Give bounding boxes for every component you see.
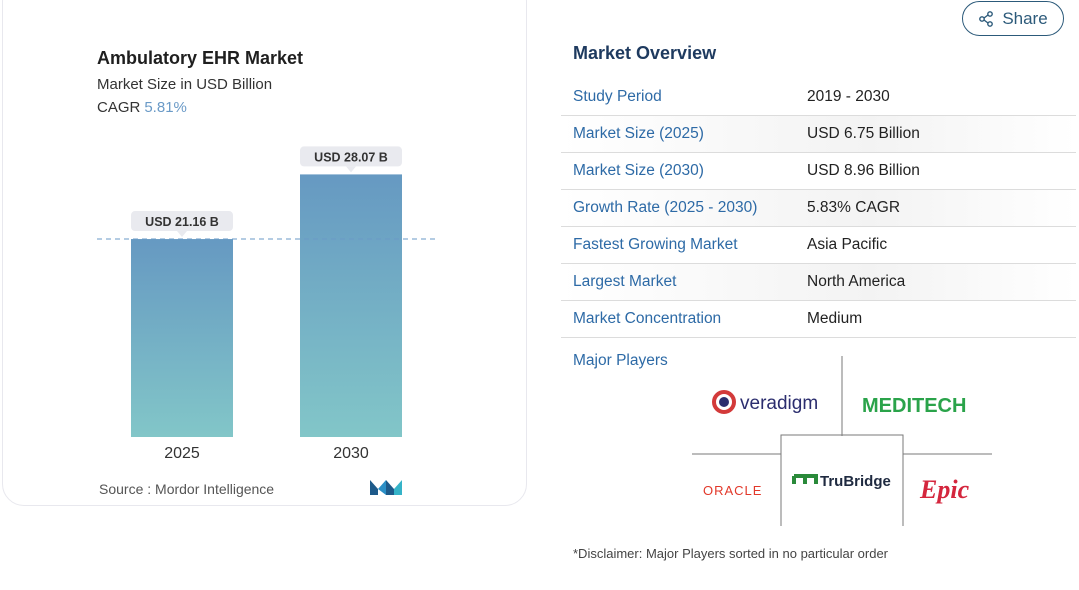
major-players-grid: veradigm MEDITECH TruBridge ORACLE Epic — [692, 356, 992, 526]
veradigm-wordmark: veradigm — [740, 393, 818, 414]
overview-label: Market Size (2030) — [573, 162, 704, 179]
data-label: USD 28.07 B — [314, 150, 388, 164]
chart-cagr: CAGR 5.81% — [97, 99, 187, 116]
share-label: Share — [1002, 8, 1048, 28]
trubridge-icon — [792, 474, 818, 484]
overview-label: Largest Market — [573, 273, 677, 290]
overview-row: Market Size (2025) USD 6.75 Billion — [561, 116, 1076, 153]
veradigm-logo: veradigm — [712, 390, 818, 414]
trubridge-logo: TruBridge — [792, 473, 891, 490]
overview-value: USD 8.96 Billion — [807, 162, 920, 179]
meditech-logo: MEDITECH — [862, 395, 966, 417]
overview-value: 5.83% CAGR — [807, 199, 901, 216]
data-label-bg — [131, 211, 233, 232]
overview-row: Market Concentration Medium — [561, 301, 1076, 338]
chart-source: Source : Mordor Intelligence — [99, 481, 275, 497]
overview-value: Asia Pacific — [807, 236, 888, 253]
bar-chart: USD 21.16 B 2025 USD 28.07 B 2030 — [97, 146, 438, 462]
bar-2025 — [131, 239, 233, 437]
epic-logo: Epic — [919, 475, 970, 504]
chart-subtitle: Market Size in USD Billion — [97, 76, 273, 93]
data-label-pointer — [346, 166, 356, 173]
disclaimer: *Disclaimer: Major Players sorted in no … — [573, 546, 889, 561]
overview-row: Fastest Growing Market Asia Pacific — [561, 227, 1076, 264]
overview-row: Largest Market North America — [561, 264, 1076, 301]
veradigm-icon — [712, 390, 736, 414]
overview-table: Study Period 2019 - 2030 Market Size (20… — [561, 79, 1076, 338]
overview-row: Study Period 2019 - 2030 — [561, 79, 1076, 116]
bar-2030 — [300, 174, 402, 438]
category-label: 2030 — [333, 445, 369, 462]
oracle-logo: ORACLE — [703, 483, 762, 498]
data-label-bg — [300, 146, 402, 167]
data-label-pointer — [177, 231, 187, 238]
overview-label: Market Concentration — [573, 310, 722, 327]
major-players-title: Major Players — [573, 352, 668, 369]
overview-label: Study Period — [573, 88, 662, 105]
chart-title: Ambulatory EHR Market — [97, 48, 304, 68]
cagr-label: CAGR — [97, 99, 141, 116]
share-icon — [979, 10, 994, 27]
trubridge-wordmark: TruBridge — [820, 473, 891, 490]
data-label: USD 21.16 B — [145, 215, 219, 229]
mordor-intelligence-logo — [370, 480, 402, 495]
overview-value: USD 6.75 Billion — [807, 125, 920, 142]
cagr-value: 5.81% — [144, 99, 187, 116]
overview-label: Market Size (2025) — [573, 125, 704, 142]
overview-row: Growth Rate (2025 - 2030) 5.83% CAGR — [561, 190, 1076, 227]
overview-label: Fastest Growing Market — [573, 236, 738, 253]
category-label: 2025 — [164, 445, 200, 462]
overview-value: Medium — [807, 310, 863, 327]
overview-title: Market Overview — [573, 43, 717, 63]
overview-value: North America — [807, 273, 906, 290]
overview-value: 2019 - 2030 — [807, 88, 890, 105]
share-button[interactable]: Share — [962, 1, 1064, 36]
overview-label: Growth Rate (2025 - 2030) — [573, 199, 758, 216]
chart-card — [2, 0, 527, 506]
overview-row: Market Size (2030) USD 8.96 Billion — [561, 153, 1076, 190]
